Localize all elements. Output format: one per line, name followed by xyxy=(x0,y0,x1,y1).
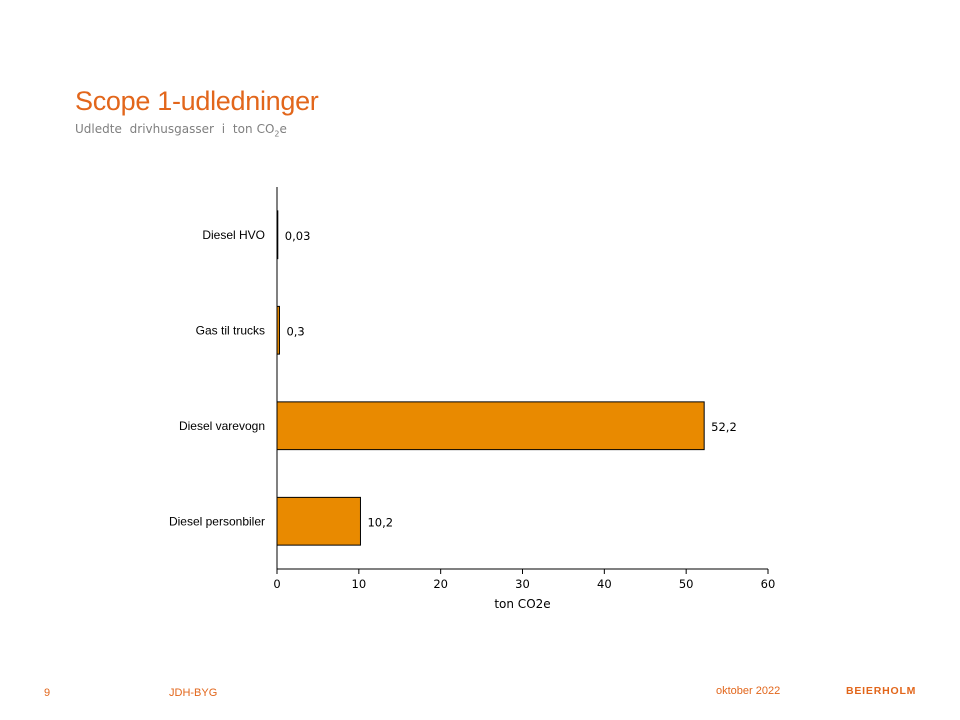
category-label: Diesel varevogn xyxy=(179,419,265,433)
category-label: Diesel HVO xyxy=(202,228,265,242)
report-date: oktober 2022 xyxy=(716,685,781,697)
slide-title: Scope 1-udledninger xyxy=(75,86,319,116)
x-tick-label: 60 xyxy=(761,577,776,591)
x-tick-label: 40 xyxy=(597,577,612,591)
company-logo: BEIERHOLM xyxy=(846,685,917,697)
subtitle-unit-sub: 2 xyxy=(274,129,280,139)
bar xyxy=(276,401,705,451)
x-tick-label: 50 xyxy=(679,577,694,591)
x-tick-label: 10 xyxy=(352,577,367,591)
slide-subtitle: Udledte drivhusgasser i ton CO2e xyxy=(75,122,287,138)
subtitle-unit-suffix: e xyxy=(279,122,287,136)
page-number: 9 xyxy=(44,687,51,699)
client-name: JDH-BYG xyxy=(169,687,218,699)
bar xyxy=(276,496,361,546)
data-label: 52,2 xyxy=(711,420,737,434)
x-tick-label: 30 xyxy=(515,577,530,591)
category-label: Diesel personbiler xyxy=(169,514,265,528)
subtitle-word: i xyxy=(221,122,226,136)
x-axis-label: ton CO2e xyxy=(494,597,550,611)
subtitle-unit: CO xyxy=(256,122,275,136)
category-label: Gas til trucks xyxy=(196,323,265,337)
x-tick-label: 20 xyxy=(433,577,448,591)
subtitle-word: Udledte xyxy=(75,122,122,136)
data-label: 0,03 xyxy=(285,229,311,243)
data-label: 0,3 xyxy=(286,324,304,338)
subtitle-word: ton xyxy=(232,122,253,136)
x-tick-label: 0 xyxy=(273,577,280,591)
subtitle-word: drivhusgasser xyxy=(129,122,214,136)
data-label: 10,2 xyxy=(367,515,393,529)
